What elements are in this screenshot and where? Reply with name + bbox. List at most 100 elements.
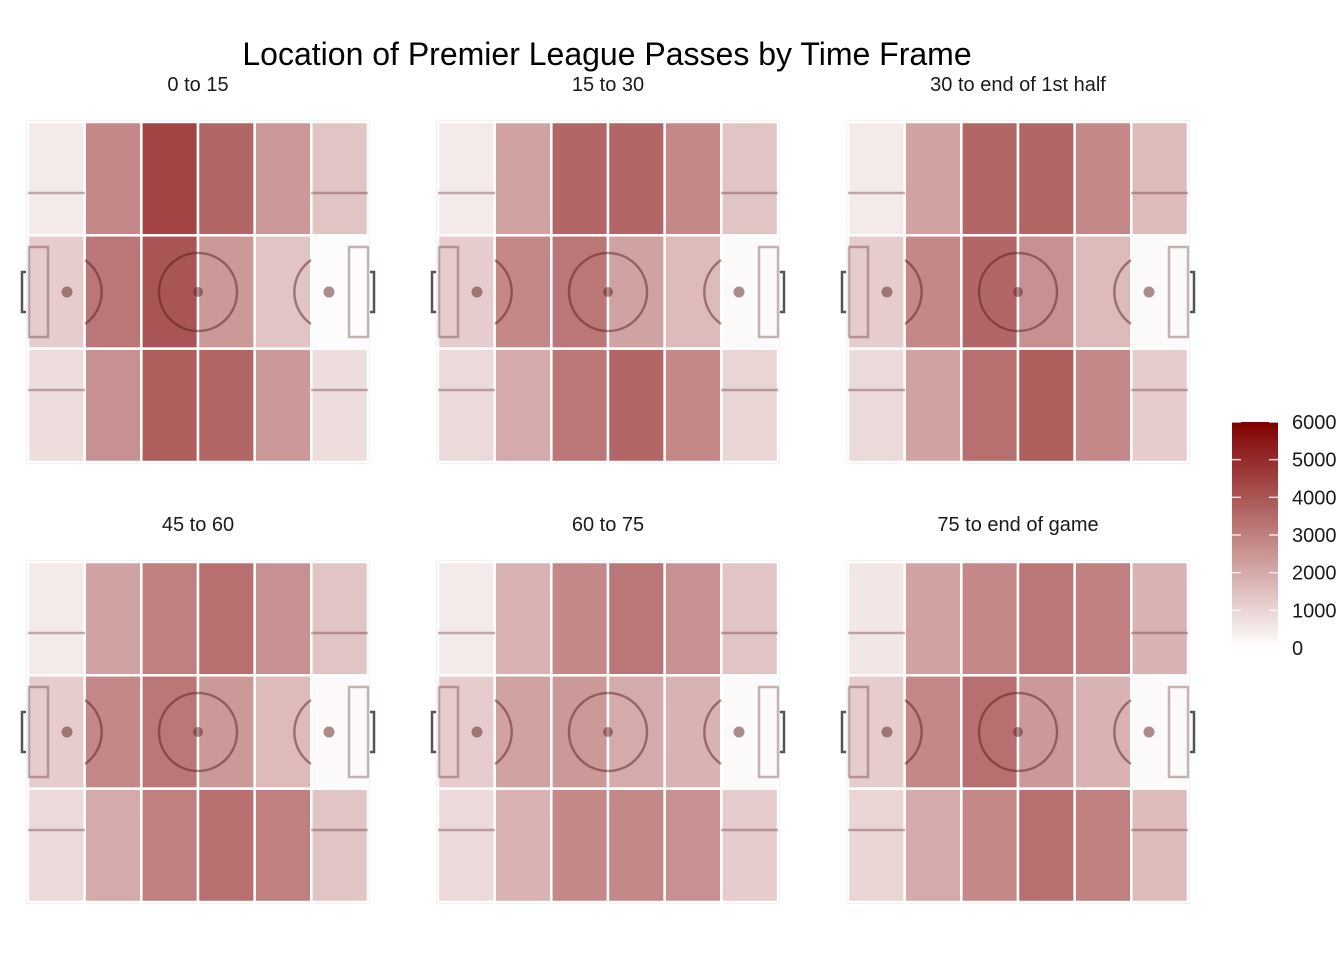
- heat-tile: [960, 787, 1020, 904]
- heat-tile: [1016, 120, 1076, 237]
- heat-tile: [663, 560, 723, 677]
- heat-tile: [663, 120, 723, 237]
- goal-area: [347, 245, 370, 339]
- penalty-arc: [84, 258, 103, 326]
- legend-tick-label: 2000: [1292, 563, 1337, 585]
- centre-spot: [603, 727, 613, 737]
- centre-circle: [567, 691, 649, 773]
- heat-tile: [550, 234, 610, 350]
- goal-area: [437, 245, 460, 339]
- goal-frame: [780, 270, 786, 314]
- goal-area: [847, 245, 870, 339]
- heat-tile: [720, 347, 780, 464]
- goal-area: [847, 685, 870, 779]
- heat-tile: [960, 120, 1020, 237]
- heat-tile: [310, 120, 370, 237]
- heat-tile: [903, 234, 963, 350]
- penalty-spot: [881, 286, 893, 298]
- penalty-spot: [733, 286, 745, 298]
- facet-label: 75 to end of game: [937, 514, 1098, 536]
- penalty-spot: [471, 726, 483, 738]
- heat-tile: [493, 674, 553, 790]
- heat-tile: [606, 347, 666, 464]
- heat-tile: [140, 347, 200, 464]
- heat-tile: [140, 234, 200, 350]
- heat-tile: [720, 787, 780, 904]
- heat-tile: [550, 674, 610, 790]
- penalty-arc: [494, 258, 513, 326]
- penalty-spot: [881, 726, 893, 738]
- facet-label: 60 to 75: [572, 514, 644, 536]
- heat-tile: [720, 120, 780, 237]
- centre-circle: [157, 691, 239, 773]
- legend: 0 1000 2000 3000 4000 5000 6000: [1232, 412, 1337, 660]
- heat-tile: [196, 120, 256, 237]
- penalty-spot: [61, 286, 73, 298]
- heat-tile: [253, 674, 313, 790]
- facet-label: 45 to 60: [162, 514, 234, 536]
- heat-tile: [26, 560, 86, 677]
- heat-tile: [140, 560, 200, 677]
- heat-tile: [83, 787, 143, 904]
- heat-tile: [26, 674, 86, 790]
- heat-tile: [196, 234, 256, 350]
- heat-tile: [960, 234, 1020, 350]
- heat-tile: [436, 234, 496, 350]
- facet-label: 15 to 30: [572, 74, 644, 96]
- goal-area: [757, 245, 780, 339]
- heat-tile: [846, 674, 906, 790]
- heat-tile: [846, 787, 906, 904]
- penalty-spot: [61, 726, 73, 738]
- facet-panel: 75 to end of game: [840, 514, 1196, 904]
- heat-tile: [606, 120, 666, 237]
- centre-spot: [1013, 727, 1023, 737]
- legend-tick-label: 6000: [1292, 412, 1337, 434]
- heat-tile: [310, 787, 370, 904]
- heat-tile: [663, 674, 723, 790]
- heat-tile: [1130, 560, 1190, 677]
- heat-tile: [196, 560, 256, 677]
- penalty-arc: [293, 698, 312, 766]
- legend-tick-label: 5000: [1292, 450, 1337, 472]
- centre-circle: [977, 691, 1059, 773]
- goal-frame: [370, 710, 376, 754]
- heat-tile: [663, 234, 723, 350]
- facets: 0 to 15 15 to 30 30 to end of 1st half 45 t…: [20, 74, 1196, 904]
- heat-tile: [720, 560, 780, 677]
- goal-frame: [430, 270, 436, 314]
- goal-area: [27, 245, 50, 339]
- heat-tile: [1130, 787, 1190, 904]
- heat-tile: [1130, 234, 1190, 350]
- goal-frame: [1190, 710, 1196, 754]
- heat-tile: [1016, 234, 1076, 350]
- goal-area: [1167, 245, 1190, 339]
- heat-tile: [436, 560, 496, 677]
- heat-tile: [196, 787, 256, 904]
- penalty-spot: [1143, 726, 1155, 738]
- penalty-arc: [703, 698, 722, 766]
- heat-tile: [436, 787, 496, 904]
- penalty-arc: [1113, 698, 1132, 766]
- heat-tile: [1130, 674, 1190, 790]
- penalty-arc: [494, 698, 513, 766]
- heat-tile: [253, 347, 313, 464]
- penalty-arc: [84, 698, 103, 766]
- penalty-arc: [904, 258, 923, 326]
- penalty-spot: [471, 286, 483, 298]
- heat-tile: [26, 347, 86, 464]
- centre-spot: [193, 287, 203, 297]
- facet-panel: 30 to end of 1st half: [840, 74, 1196, 464]
- heat-tile: [1073, 560, 1133, 677]
- heat-tile: [26, 120, 86, 237]
- facet-panel: 0 to 15: [20, 74, 376, 464]
- heat-tile: [846, 347, 906, 464]
- heat-tile: [196, 347, 256, 464]
- heat-tile: [1073, 120, 1133, 237]
- legend-tick-label: 3000: [1292, 525, 1337, 547]
- heat-tile: [83, 674, 143, 790]
- heat-tile: [960, 674, 1020, 790]
- heat-tile: [663, 347, 723, 464]
- heat-tile: [903, 787, 963, 904]
- heat-tile: [253, 234, 313, 350]
- heat-tile: [26, 787, 86, 904]
